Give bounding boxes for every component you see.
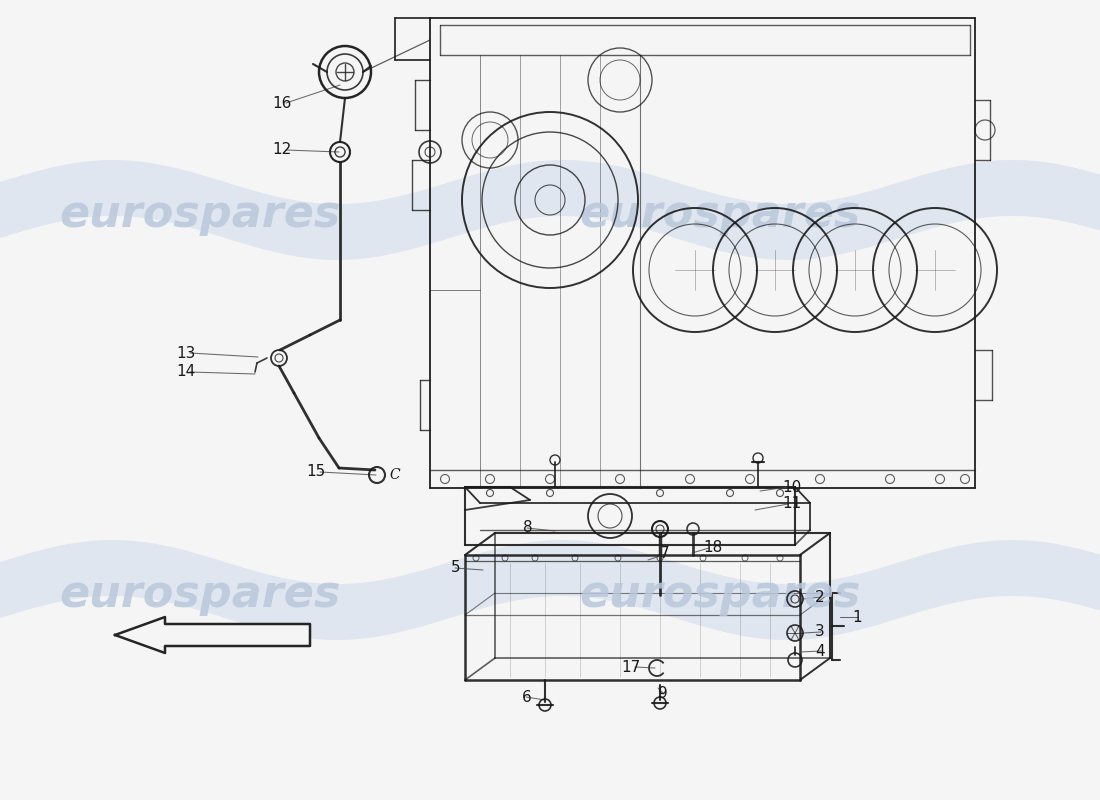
Text: eurospares: eurospares bbox=[59, 194, 341, 237]
Text: eurospares: eurospares bbox=[580, 194, 860, 237]
Text: 13: 13 bbox=[177, 346, 196, 361]
Text: 15: 15 bbox=[307, 465, 326, 479]
Text: 2: 2 bbox=[815, 590, 825, 605]
Text: C: C bbox=[389, 468, 399, 482]
Text: 17: 17 bbox=[621, 659, 641, 674]
Text: 4: 4 bbox=[815, 643, 825, 658]
Text: 1: 1 bbox=[852, 610, 861, 625]
Text: 12: 12 bbox=[273, 142, 292, 158]
Text: 8: 8 bbox=[524, 521, 534, 535]
Text: 11: 11 bbox=[782, 497, 801, 511]
Text: eurospares: eurospares bbox=[59, 574, 341, 617]
Text: 14: 14 bbox=[177, 365, 196, 379]
Text: eurospares: eurospares bbox=[580, 574, 860, 617]
Text: 3: 3 bbox=[815, 625, 825, 639]
Text: 6: 6 bbox=[522, 690, 532, 705]
Polygon shape bbox=[116, 617, 310, 653]
Text: 7: 7 bbox=[660, 546, 670, 562]
Text: 9: 9 bbox=[658, 686, 668, 702]
Text: 16: 16 bbox=[273, 95, 292, 110]
Text: 5: 5 bbox=[451, 561, 461, 575]
Text: 10: 10 bbox=[782, 479, 801, 494]
Text: 18: 18 bbox=[703, 541, 723, 555]
